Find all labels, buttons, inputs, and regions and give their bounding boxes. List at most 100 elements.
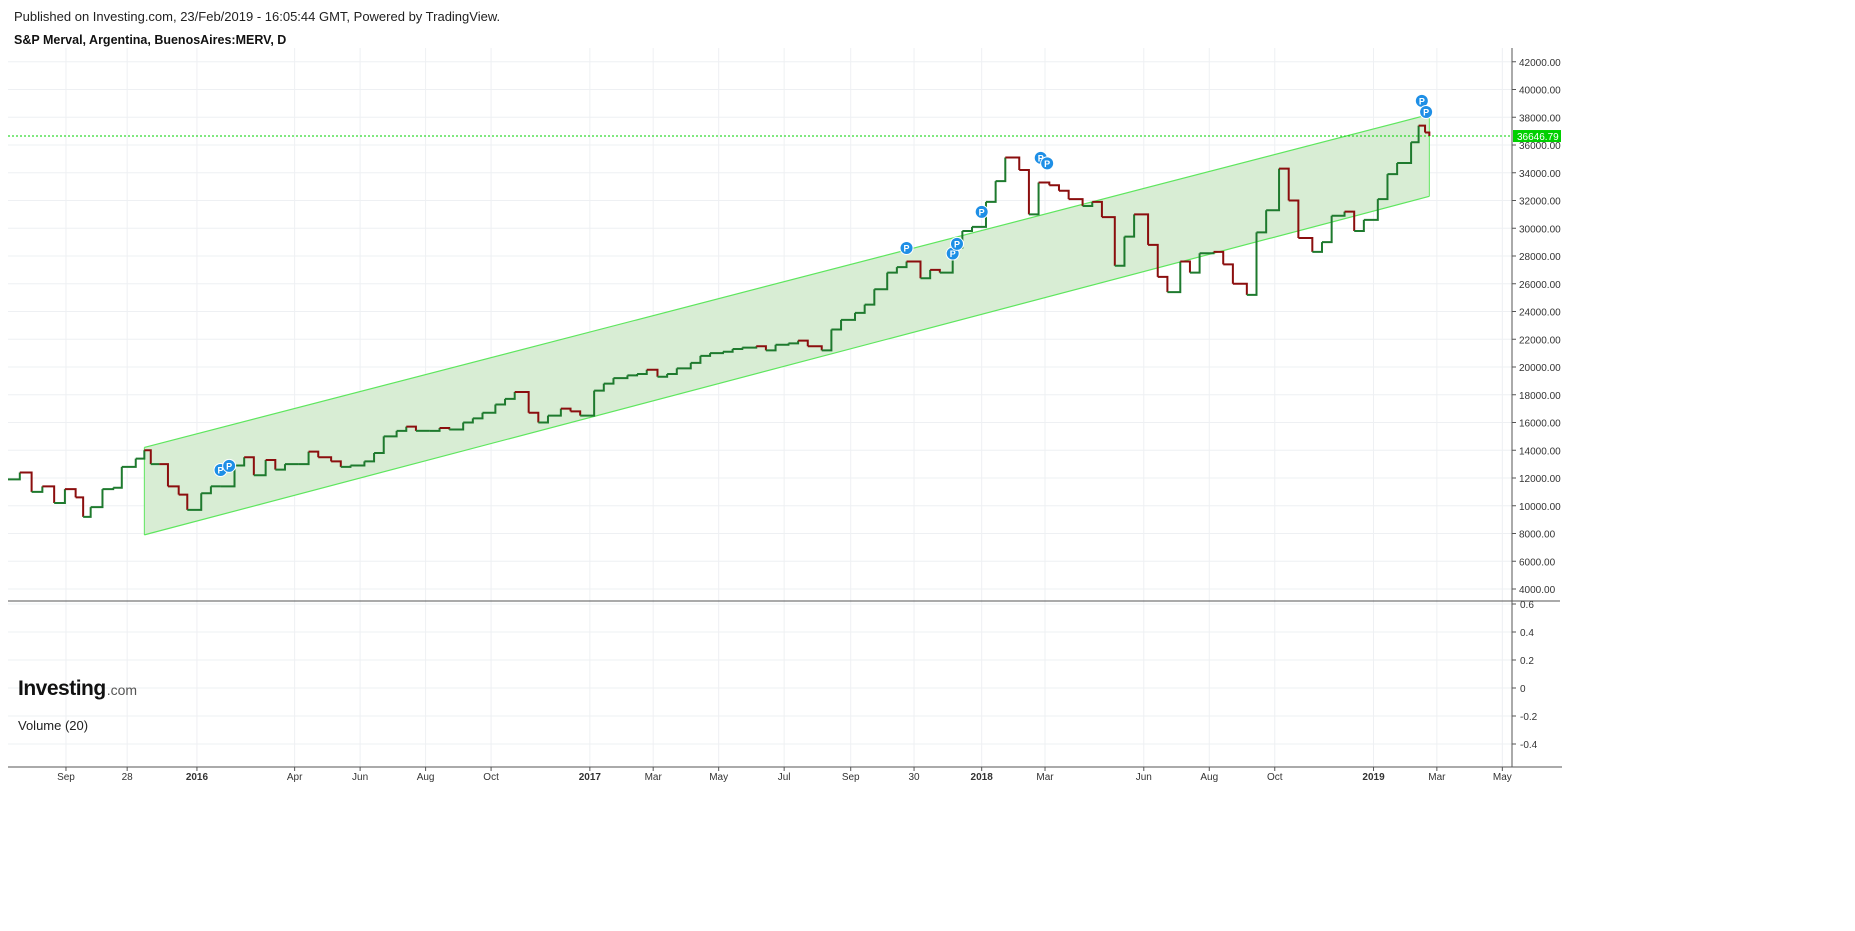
event-marker-pin (974, 204, 989, 219)
price-segment (1411, 125, 1420, 144)
y-tick-label: 24000.00 (1519, 308, 1561, 319)
price-segment (1354, 219, 1365, 233)
price-segment (1114, 236, 1126, 267)
price-segment (580, 390, 596, 417)
price-segment (187, 493, 203, 511)
price-segment (265, 458, 277, 470)
price-segment (1124, 214, 1136, 238)
x-tick-label: Jun (352, 772, 368, 783)
price-segment (1331, 211, 1346, 217)
price-segment (1223, 263, 1234, 284)
y-tick-label: 38000.00 (1519, 113, 1561, 124)
price-segment (985, 181, 997, 203)
event-marker-label: P (1044, 159, 1050, 169)
price-segment (1049, 184, 1060, 191)
event-marker-label: P (979, 207, 985, 217)
price-segment (1312, 242, 1323, 253)
price-segment (807, 345, 823, 351)
x-tick-label: Aug (417, 772, 435, 783)
price-segment (798, 339, 809, 347)
y-tick-label: 26000.00 (1519, 280, 1561, 291)
last-price-label: 36646.79 (1517, 132, 1559, 143)
price-segment (864, 289, 876, 306)
price-segment (1082, 201, 1094, 208)
price-segment (54, 489, 66, 504)
price-segment (406, 425, 417, 431)
price-segment (167, 485, 180, 495)
price-segment (19, 471, 33, 492)
price-segment (275, 464, 286, 471)
price-segment (495, 398, 507, 406)
x-tick-label: 2016 (186, 772, 209, 783)
price-segment (1397, 142, 1413, 165)
price-segment (528, 411, 540, 423)
price-segment (995, 157, 1007, 183)
price-segment (364, 453, 376, 463)
y-tick-label: 6000.00 (1519, 557, 1556, 568)
price-segment (31, 486, 44, 493)
price-segment (331, 460, 342, 467)
price-segment (896, 261, 908, 269)
x-tick-label: Apr (287, 772, 303, 783)
volume-tick-label: 0.4 (1520, 628, 1534, 639)
price-segment (690, 355, 702, 364)
price-segment (83, 507, 92, 518)
y-tick-label: 36000.00 (1519, 141, 1561, 152)
price-segment (962, 226, 974, 233)
price-segment (603, 378, 615, 385)
price-segment (855, 304, 866, 314)
price-segment (1058, 189, 1070, 200)
price-segment (90, 489, 104, 509)
price-segment (121, 458, 137, 468)
price-segment (1418, 124, 1427, 133)
price-segment (396, 426, 408, 432)
event-marker-pin (899, 241, 914, 255)
price-segment (234, 457, 246, 467)
price-segment (374, 436, 385, 455)
regression-channel (8, 113, 1512, 536)
x-tick-label: 2017 (579, 772, 602, 783)
instrument-title: S&P Merval, Argentina, BuenosAires:MERV,… (14, 33, 287, 47)
x-tick-label: Mar (645, 772, 663, 783)
price-segment (505, 391, 516, 400)
price-segment (874, 272, 889, 291)
price-segment (350, 461, 366, 467)
price-segment (1101, 216, 1116, 266)
price-segment (1068, 198, 1084, 207)
price-segment (1092, 200, 1103, 218)
event-marker-label: P (1038, 153, 1044, 163)
price-segment (1232, 282, 1248, 295)
x-tick-label: 2018 (971, 772, 994, 783)
price-segment (298, 451, 310, 466)
y-tick-label: 18000.00 (1519, 391, 1561, 402)
x-tick-label: Sep (842, 772, 860, 783)
price-segment (547, 408, 562, 417)
x-tick-label: Oct (1267, 772, 1283, 783)
price-segment (1038, 181, 1051, 186)
y-tick-label: 34000.00 (1519, 169, 1561, 180)
price-segment (1134, 213, 1150, 245)
channel-fill (144, 114, 1430, 535)
y-tick-label: 4000.00 (1519, 585, 1556, 596)
price-segment (676, 362, 692, 370)
y-tick-label: 40000.00 (1519, 86, 1561, 97)
x-tick-label: Sep (57, 772, 75, 783)
price-segment (765, 344, 777, 352)
price-segment (1019, 168, 1030, 215)
price-segment (144, 449, 152, 465)
x-tick-label: 2019 (1362, 772, 1385, 783)
x-tick-label: Mar (1428, 772, 1446, 783)
price-segment (841, 312, 857, 321)
x-tick-label: Aug (1200, 772, 1218, 783)
price-series (8, 124, 1431, 518)
price-segment (472, 412, 484, 420)
x-tick-label: May (1493, 772, 1512, 783)
price-segment (102, 487, 115, 491)
price-segment (449, 422, 465, 431)
price-segment (1213, 250, 1225, 265)
x-tick-label: Jun (1136, 772, 1152, 783)
chart-axes: 42000.00 40000.00 38000.00 36000.00 34000.00… (8, 48, 1562, 783)
price-segment (64, 488, 77, 498)
y-tick-label: 42000.00 (1519, 58, 1561, 69)
